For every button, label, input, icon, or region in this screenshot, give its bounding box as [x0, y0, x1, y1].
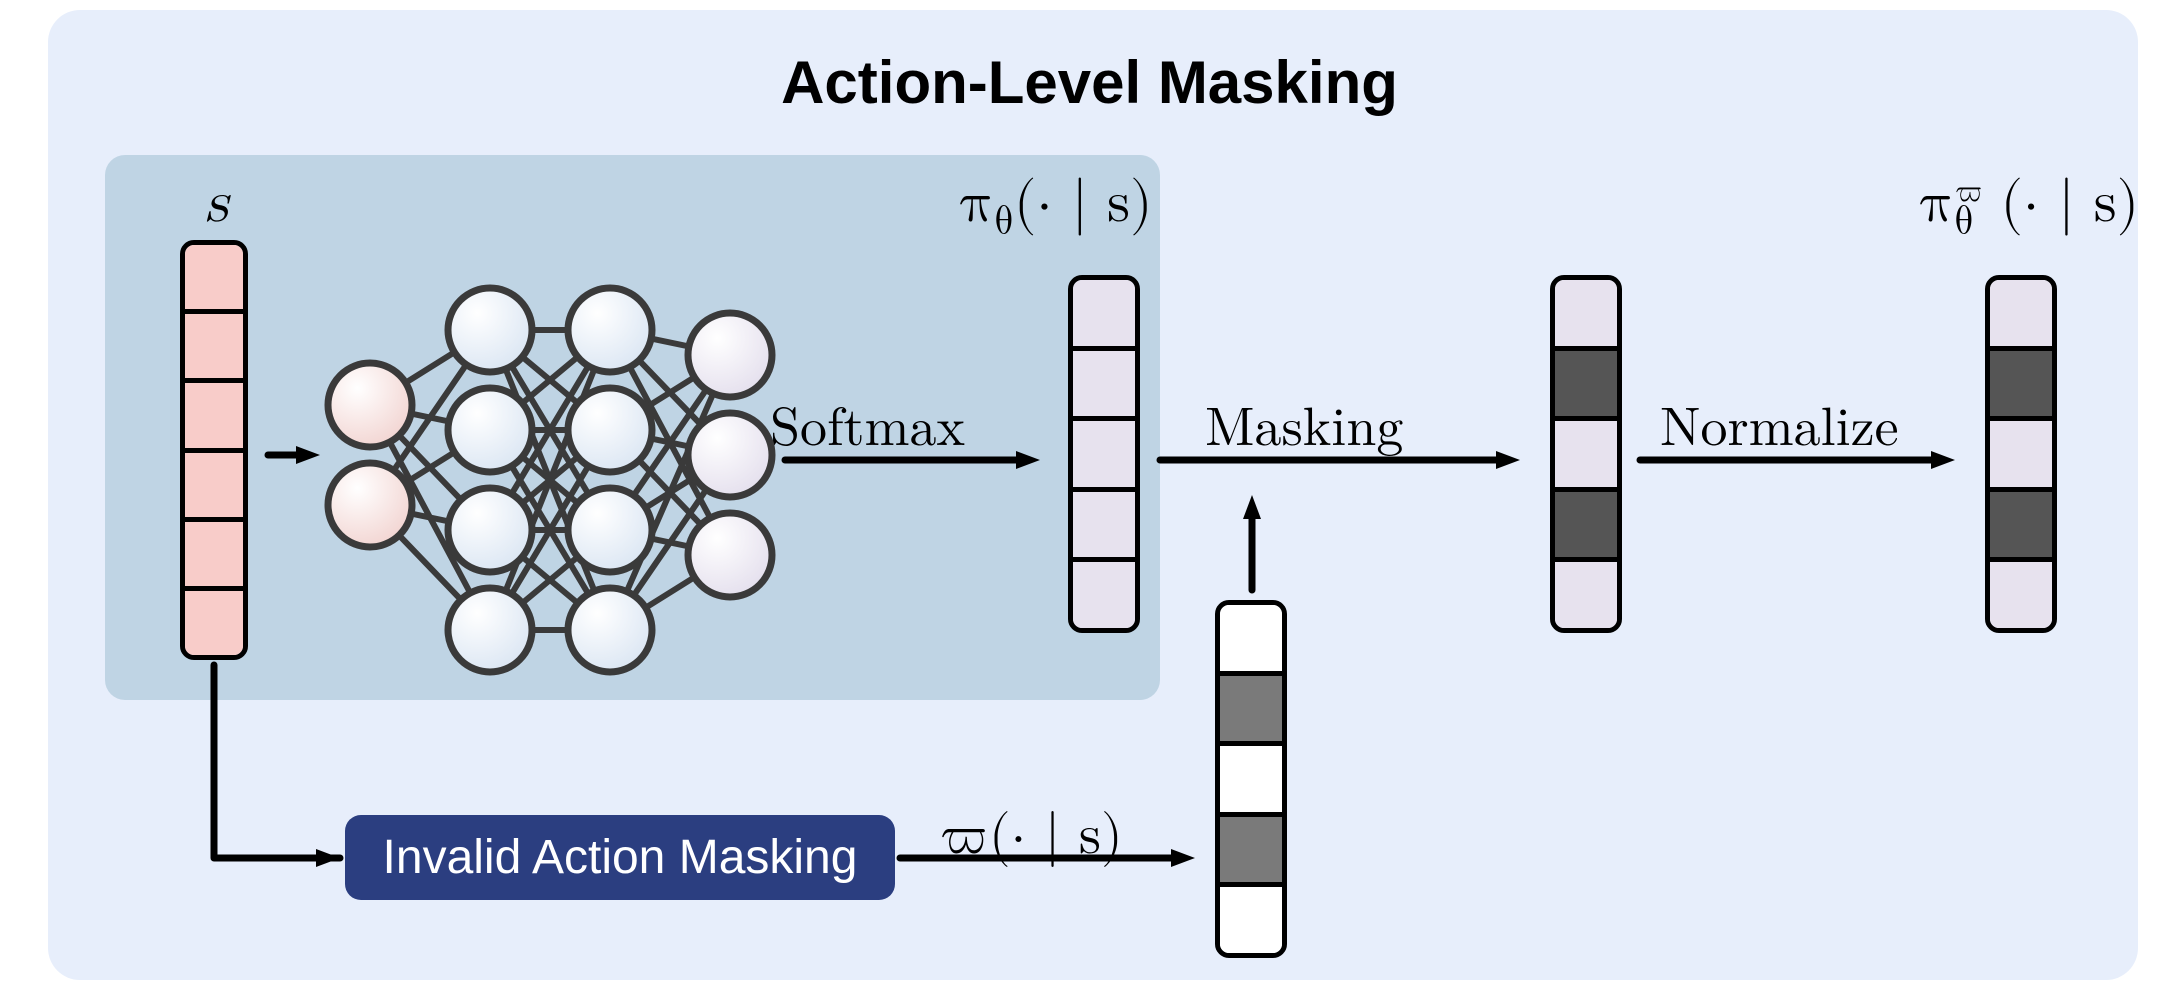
diagram-title: Action-Level Masking [0, 48, 2179, 117]
vector-cell [1220, 605, 1282, 671]
label-pi: πθ(· | s) [960, 175, 1153, 242]
label-softmax: Softmax [770, 402, 965, 456]
vector-cell [1073, 416, 1135, 487]
invalid-action-masking-label: Invalid Action Masking [383, 830, 858, 885]
vector-cell [1990, 416, 2052, 487]
vector-cell [1220, 882, 1282, 953]
mask-vector [1215, 600, 1287, 958]
policy-vector [1068, 275, 1140, 633]
vector-cell [1555, 280, 1617, 346]
label-masking: Masking [1205, 402, 1403, 456]
vector-cell [1073, 487, 1135, 558]
invalid-action-masking-box: Invalid Action Masking [345, 815, 895, 900]
vector-cell [1990, 280, 2052, 346]
state-vector [180, 240, 248, 660]
vector-cell [185, 378, 243, 447]
label-pi-omega: πθϖ(· | s) [1920, 175, 2139, 242]
normalized-policy-vector [1985, 275, 2057, 633]
vector-cell [185, 517, 243, 586]
vector-cell [1073, 557, 1135, 628]
vector-cell [1990, 557, 2052, 628]
vector-cell [1555, 346, 1617, 417]
diagram-canvas: Action-Level Masking s πθ(· | s) πθϖ(· |… [0, 0, 2179, 996]
vector-cell [1555, 416, 1617, 487]
vector-cell [185, 448, 243, 517]
vector-cell [1990, 487, 2052, 558]
vector-cell [1073, 280, 1135, 346]
vector-cell [185, 245, 243, 309]
vector-cell [1073, 346, 1135, 417]
vector-cell [1555, 557, 1617, 628]
vector-cell [1990, 346, 2052, 417]
vector-cell [1220, 741, 1282, 812]
vector-cell [1555, 487, 1617, 558]
label-state-s: s [205, 175, 228, 233]
vector-cell [1220, 812, 1282, 883]
vector-cell [185, 586, 243, 655]
vector-cell [185, 309, 243, 378]
label-normalize: Normalize [1660, 402, 1899, 456]
label-omega-mask: ϖ(· | s) [942, 808, 1123, 864]
masked-policy-vector [1550, 275, 1622, 633]
vector-cell [1220, 671, 1282, 742]
